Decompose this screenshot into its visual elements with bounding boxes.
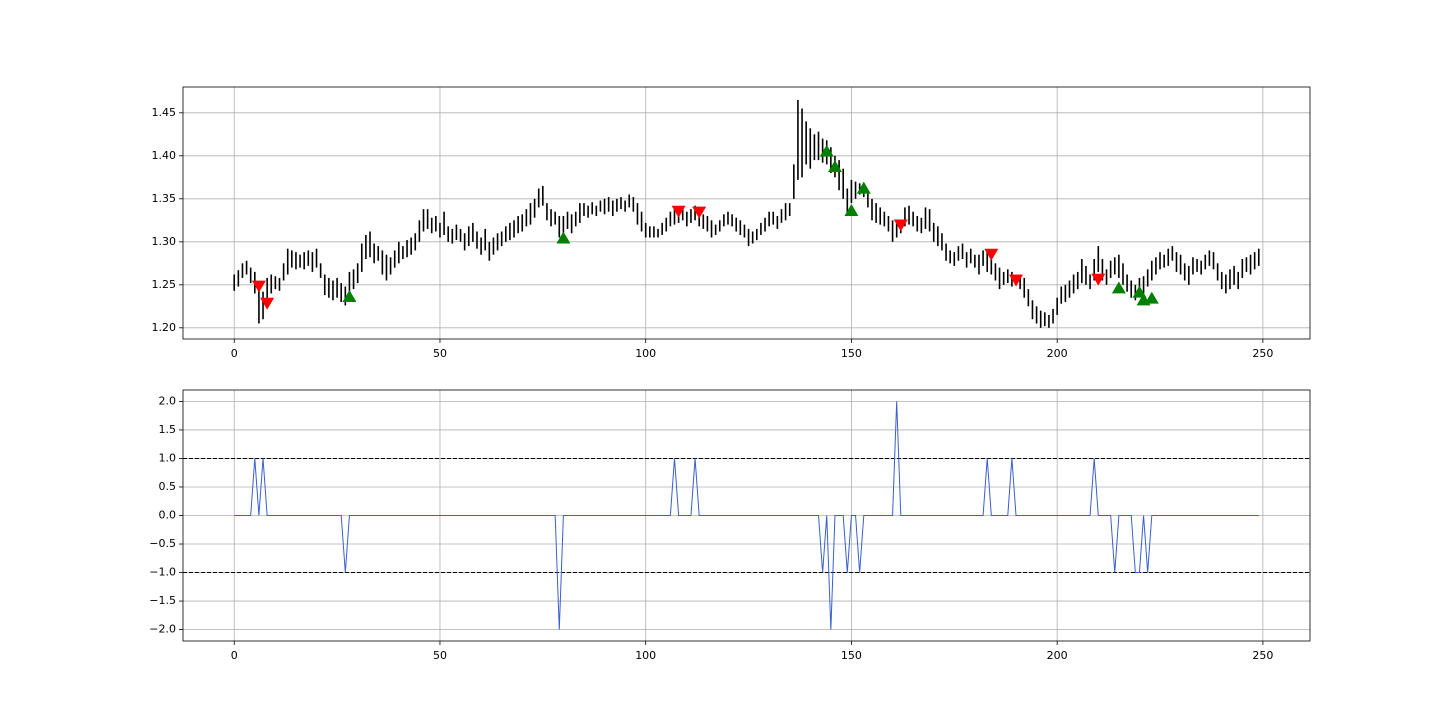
sell-marker — [671, 205, 686, 218]
axes-frame — [182, 86, 1311, 340]
x-tick-label: 250 — [1252, 649, 1273, 662]
y-tick-label: 1.25 — [152, 278, 177, 291]
y-tick-label: 2.0 — [159, 394, 177, 407]
plot-area — [183, 87, 1310, 339]
y-tick-label: 0.5 — [159, 480, 177, 493]
x-tick-label: 200 — [1047, 347, 1068, 360]
x-tick-label: 0 — [231, 649, 238, 662]
y-tick-label: −0.5 — [149, 537, 176, 550]
x-tick-label: 100 — [635, 347, 656, 360]
x-tick-label: 100 — [635, 649, 656, 662]
sell-marker — [260, 297, 275, 310]
buy-marker — [819, 144, 834, 157]
y-tick-label: 1.20 — [152, 321, 177, 334]
x-tick-label: 0 — [231, 347, 238, 360]
x-tick-label: 150 — [841, 649, 862, 662]
buy-marker — [556, 231, 571, 244]
buy-marker — [827, 160, 842, 173]
x-tick-label: 50 — [433, 649, 447, 662]
y-tick-label: 1.35 — [152, 192, 177, 205]
y-tick-label: 1.0 — [159, 451, 177, 464]
buy-marker — [856, 181, 871, 194]
sell-marker — [1009, 274, 1024, 287]
buy-marker — [342, 290, 357, 302]
x-tick-label: 250 — [1252, 347, 1273, 360]
sell-marker — [893, 219, 908, 232]
sell-marker — [692, 206, 707, 219]
y-tick-label: −2.0 — [149, 623, 176, 636]
buy-marker — [844, 204, 859, 216]
x-tick-label: 200 — [1047, 649, 1068, 662]
y-tick-label: 1.5 — [159, 423, 177, 436]
y-tick-label: −1.0 — [149, 566, 176, 579]
x-tick-label: 150 — [841, 347, 862, 360]
y-tick-label: −1.5 — [149, 594, 176, 607]
signal-line — [234, 401, 1259, 630]
sell-marker — [1091, 273, 1106, 286]
buy-marker — [1111, 281, 1126, 294]
x-tick-label: 50 — [433, 347, 447, 360]
y-tick-label: 1.30 — [152, 235, 177, 248]
sell-marker — [251, 280, 266, 293]
y-tick-label: 1.45 — [152, 106, 177, 119]
axes-frame — [182, 389, 1311, 642]
y-tick-label: 0.0 — [159, 509, 177, 522]
buy-marker — [1144, 291, 1159, 304]
y-tick-label: 1.40 — [152, 149, 177, 162]
sell-marker — [984, 248, 999, 261]
